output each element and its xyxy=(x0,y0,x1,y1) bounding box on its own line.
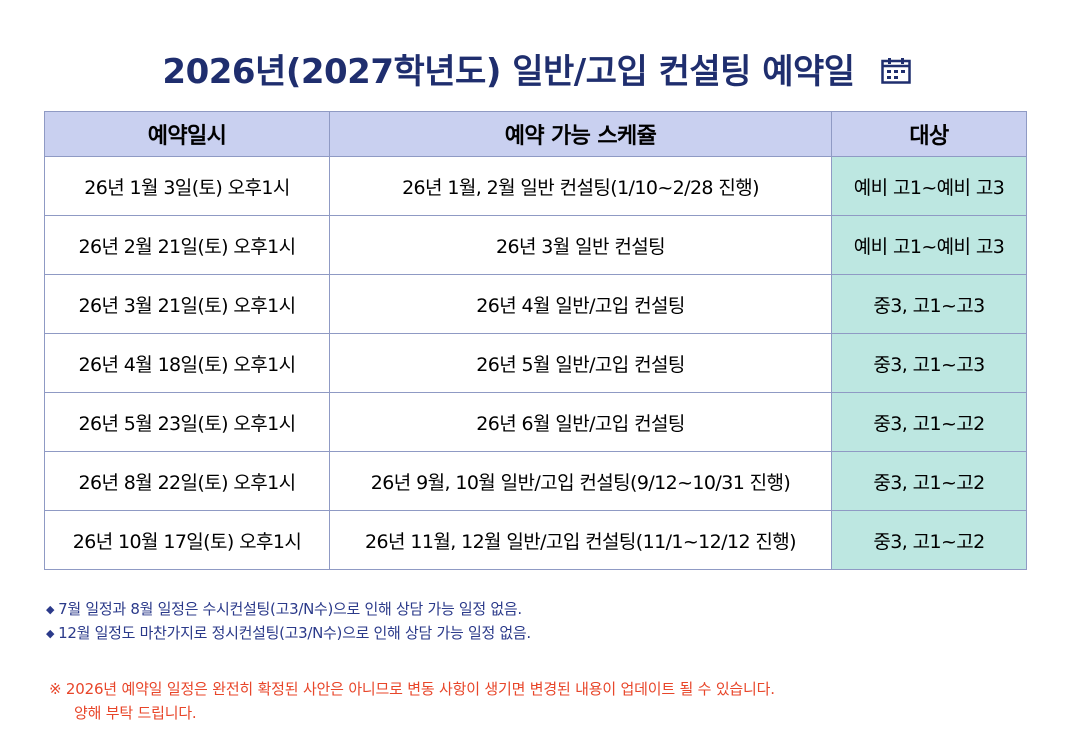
reservation-date-cell: 26년 3월 21일(토) 오후1시 xyxy=(44,274,330,334)
calendar-icon xyxy=(880,57,911,84)
column-header-date: 예약일시 xyxy=(44,111,330,157)
diamond-bullet-icon: ◆ xyxy=(46,603,55,616)
table-row: 26년 4월 18일(토) 오후1시 26년 5월 일반/고입 컨설팅 중3, … xyxy=(44,333,1027,393)
table-row: 26년 1월 3일(토) 오후1시 26년 1월, 2월 일반 컨설팅(1/10… xyxy=(44,156,1027,216)
reservation-date-cell: 26년 2월 21일(토) 오후1시 xyxy=(44,215,330,275)
title-row: 2026년(2027학년도) 일반/고입 컨설팅 예약일 xyxy=(0,44,1073,93)
reservation-date-cell: 26년 5월 23일(토) 오후1시 xyxy=(44,392,330,452)
column-header-schedule: 예약 가능 스케쥴 xyxy=(329,111,832,157)
table-row: 26년 2월 21일(토) 오후1시 26년 3월 일반 컨설팅 예비 고1~예… xyxy=(44,215,1027,275)
note-text: 12월 일정도 마찬가지로 정시컨설팅(고3/N수)으로 인해 상담 가능 일정… xyxy=(58,624,531,642)
reservation-date-cell: 26년 1월 3일(토) 오후1시 xyxy=(44,156,330,216)
reservation-date-cell: 26년 8월 22일(토) 오후1시 xyxy=(44,451,330,511)
schedule-cell: 26년 11월, 12월 일반/고입 컨설팅(11/1~12/12 진행) xyxy=(329,510,832,570)
note-item: ◆ 12월 일정도 마찬가지로 정시컨설팅(고3/N수)으로 인해 상담 가능 일… xyxy=(46,622,531,646)
table-header-row: 예약일시 예약 가능 스케쥴 대상 xyxy=(44,111,1027,157)
target-cell: 예비 고1~예비 고3 xyxy=(831,156,1027,216)
diamond-bullet-icon: ◆ xyxy=(46,627,55,640)
target-cell: 중3, 고1~고2 xyxy=(831,392,1027,452)
table-row: 26년 10월 17일(토) 오후1시 26년 11월, 12월 일반/고입 컨… xyxy=(44,510,1027,570)
target-cell: 중3, 고1~고3 xyxy=(831,333,1027,393)
note-text: 7월 일정과 8월 일정은 수시컨설팅(고3/N수)으로 인해 상담 가능 일정… xyxy=(58,600,522,618)
schedule-cell: 26년 4월 일반/고입 컨설팅 xyxy=(329,274,832,334)
target-cell: 중3, 고1~고2 xyxy=(831,510,1027,570)
schedule-cell: 26년 5월 일반/고입 컨설팅 xyxy=(329,333,832,393)
target-cell: 중3, 고1~고3 xyxy=(831,274,1027,334)
reservation-date-cell: 26년 10월 17일(토) 오후1시 xyxy=(44,510,330,570)
table-row: 26년 5월 23일(토) 오후1시 26년 6월 일반/고입 컨설팅 중3, … xyxy=(44,392,1027,452)
schedule-cell: 26년 6월 일반/고입 컨설팅 xyxy=(329,392,832,452)
target-cell: 중3, 고1~고2 xyxy=(831,451,1027,511)
warning-line-1: ※ 2026년 예약일 일정은 완전히 확정된 사안은 아니므로 변동 사항이 … xyxy=(49,680,775,698)
reservation-date-cell: 26년 4월 18일(토) 오후1시 xyxy=(44,333,330,393)
table-row: 26년 3월 21일(토) 오후1시 26년 4월 일반/고입 컨설팅 중3, … xyxy=(44,274,1027,334)
warning-line-2: 양해 부탁 드립니다. xyxy=(74,704,197,722)
target-cell: 예비 고1~예비 고3 xyxy=(831,215,1027,275)
schedule-cell: 26년 1월, 2월 일반 컨설팅(1/10~2/28 진행) xyxy=(329,156,832,216)
warning-notice: ※ 2026년 예약일 일정은 완전히 확정된 사안은 아니므로 변동 사항이 … xyxy=(49,677,775,725)
column-header-target: 대상 xyxy=(831,111,1027,157)
page-title: 2026년(2027학년도) 일반/고입 컨설팅 예약일 xyxy=(162,52,855,92)
table-row: 26년 8월 22일(토) 오후1시 26년 9월, 10월 일반/고입 컨설팅… xyxy=(44,451,1027,511)
notes-section: ◆ 7월 일정과 8월 일정은 수시컨설팅(고3/N수)으로 인해 상담 가능 일… xyxy=(46,598,531,646)
schedule-cell: 26년 9월, 10월 일반/고입 컨설팅(9/12~10/31 진행) xyxy=(329,451,832,511)
schedule-cell: 26년 3월 일반 컨설팅 xyxy=(329,215,832,275)
schedule-table: 예약일시 예약 가능 스케쥴 대상 26년 1월 3일(토) 오후1시 26년 … xyxy=(44,111,1027,570)
note-item: ◆ 7월 일정과 8월 일정은 수시컨설팅(고3/N수)으로 인해 상담 가능 일… xyxy=(46,598,531,622)
